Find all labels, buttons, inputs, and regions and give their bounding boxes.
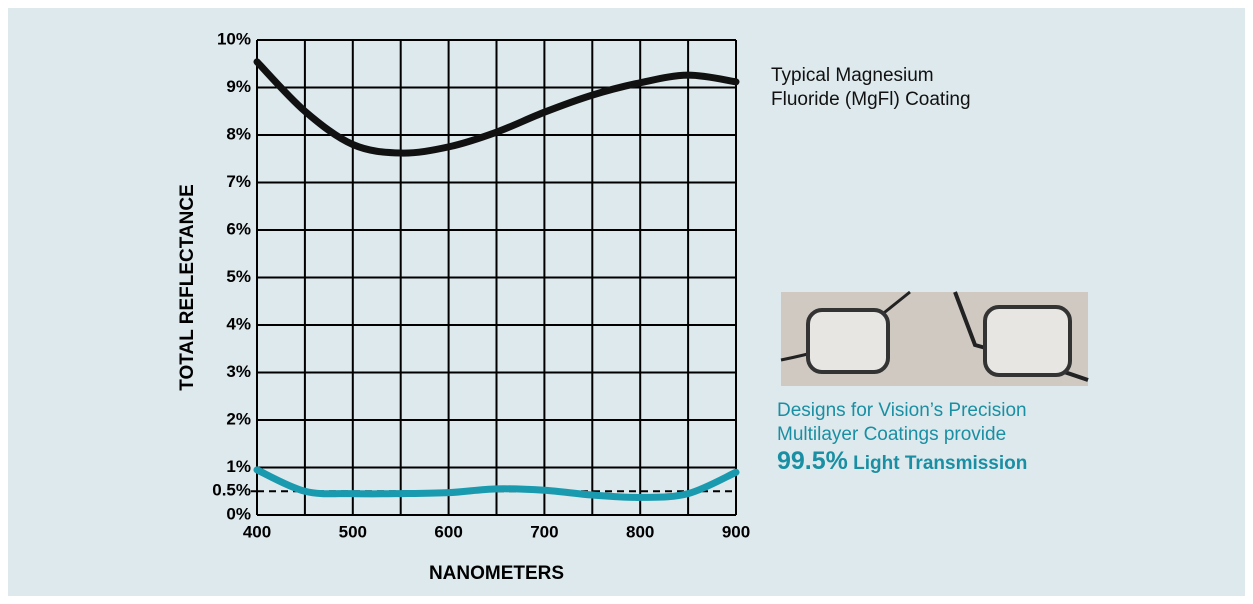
y-tick-label: 9% xyxy=(226,77,251,96)
y-tick-label: 3% xyxy=(226,362,251,381)
y-tick-label: 8% xyxy=(226,124,251,143)
series-line xyxy=(253,58,740,157)
callout-number: 99.5% xyxy=(777,447,848,475)
y-tick-label: 5% xyxy=(226,267,251,286)
callout: Designs for Vision’s Precision Multilaye… xyxy=(777,399,1107,476)
callout-emphasis: Light Transmission xyxy=(853,453,1028,474)
x-tick-label: 400 xyxy=(243,522,271,541)
y-tick-label: 0.5% xyxy=(212,481,251,500)
y-axis-label: TOTAL REFLECTANCE xyxy=(177,184,198,391)
x-tick-label: 600 xyxy=(434,522,462,541)
callout-line: Multilayer Coatings provide xyxy=(777,424,1007,445)
callout-line: Designs for Vision’s Precision xyxy=(777,400,1027,421)
y-tick-label: 1% xyxy=(226,457,251,476)
x-tick-label: 800 xyxy=(626,522,654,541)
y-tick-label: 0% xyxy=(226,504,251,523)
y-tick-label: 2% xyxy=(226,409,251,428)
y-tick-label: 10% xyxy=(217,29,251,48)
x-tick-label: 700 xyxy=(530,522,558,541)
y-tick-label: 4% xyxy=(226,314,251,333)
series-line xyxy=(253,466,740,501)
x-tick-label: 500 xyxy=(339,522,367,541)
x-tick-label: 900 xyxy=(722,522,750,541)
x-axis-label: NANOMETERS xyxy=(429,563,564,584)
callout-highlight: 99.5% Light Transmission xyxy=(777,449,1107,476)
series-label: Typical Magnesium Fluoride (MgFl) Coatin… xyxy=(771,65,971,110)
y-tick-label: 6% xyxy=(226,219,251,238)
y-tick-label: 7% xyxy=(226,172,251,191)
